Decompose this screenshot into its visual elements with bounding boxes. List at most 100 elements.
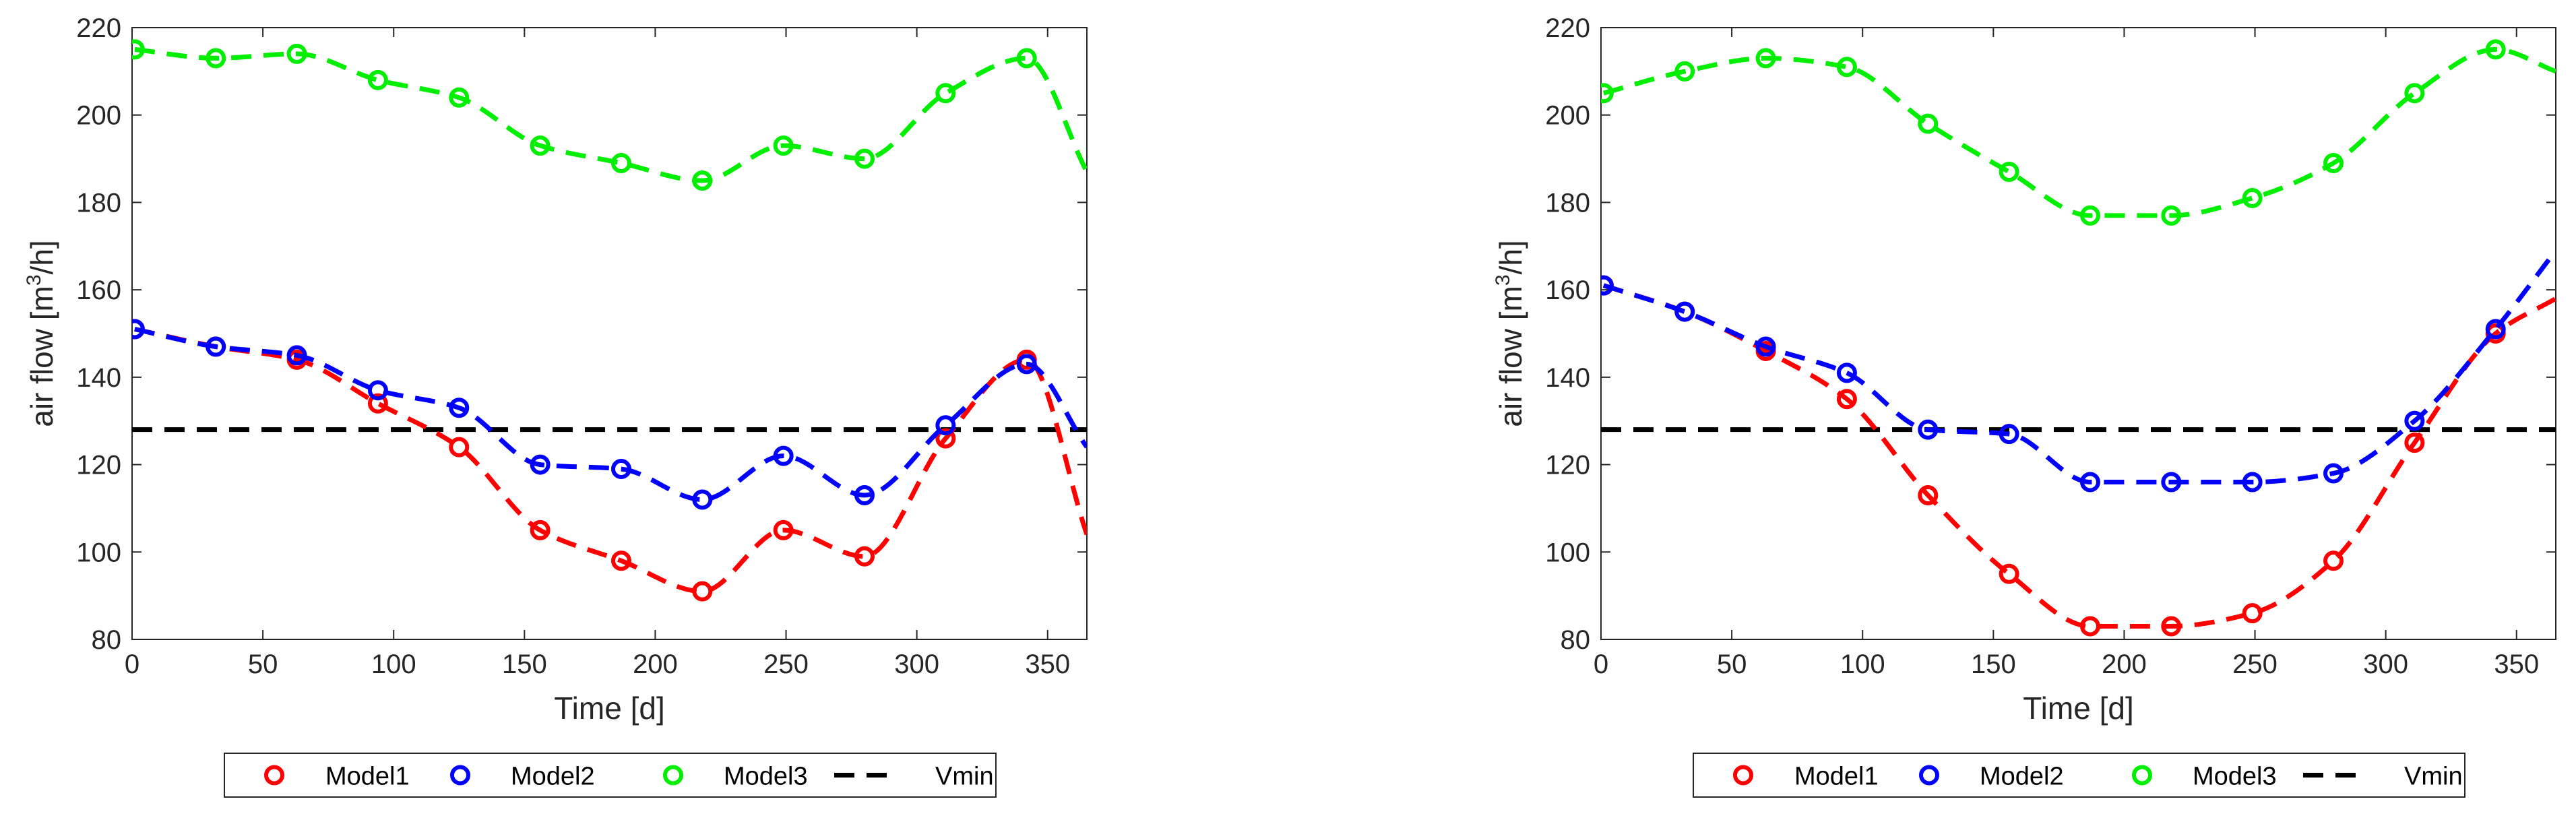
y-tick-label: 80: [92, 625, 122, 655]
x-tick-label: 50: [248, 649, 278, 679]
data-point-model1: [449, 437, 470, 457]
y-tick-label: 200: [1545, 101, 1590, 131]
axes-box: [1600, 27, 2556, 640]
data-point-model2: [2079, 472, 2100, 493]
data-point-model3: [692, 170, 713, 191]
y-tick-label: 180: [76, 188, 121, 218]
x-tick-label: 300: [2363, 649, 2408, 679]
legend-label-model3: Model3: [2193, 763, 2277, 791]
plot-area: [1601, 39, 2556, 637]
y-tick-label: 100: [1545, 538, 1590, 567]
data-point-model3: [2161, 205, 2182, 226]
y-tick-label: 220: [1545, 13, 1590, 43]
data-point-model2: [854, 484, 875, 505]
legend-marker-model2: [1919, 765, 1939, 786]
data-point-model2: [132, 319, 145, 340]
data-point-model3: [1918, 113, 1939, 134]
data-point-model3: [2404, 83, 2425, 104]
data-point-model2: [1836, 362, 1857, 383]
x-tick-label: 350: [2494, 649, 2539, 679]
data-point-model3: [1836, 57, 1857, 77]
data-point-model3: [2485, 39, 2506, 60]
axes-box: [131, 27, 1088, 640]
legend-label-model2: Model2: [1980, 763, 2064, 791]
x-tick-label: 0: [1594, 649, 1608, 679]
data-point-model3: [1999, 162, 2019, 183]
series-line-model3: [134, 46, 1087, 183]
data-point-model3: [449, 87, 470, 108]
legend-marker-model1: [264, 765, 284, 786]
legend-label-model1: Model1: [325, 763, 410, 791]
series-line-model1: [134, 327, 1087, 594]
x-tick-label: 200: [633, 649, 678, 679]
series-line-model2: [1602, 249, 2556, 485]
data-point-model3: [367, 69, 388, 90]
x-tick-label: 250: [2232, 649, 2277, 679]
data-point-model1: [1836, 389, 1857, 410]
y-tick-label: 160: [1545, 276, 1590, 305]
data-point-model3: [2079, 205, 2100, 226]
data-point-model2: [2485, 319, 2506, 340]
y-tick-label: 180: [1545, 188, 1590, 218]
data-point-model3: [2242, 187, 2263, 208]
y-axis-label-superscript: 3: [23, 274, 45, 286]
data-point-model3: [610, 153, 631, 174]
y-axis-label-superscript: 3: [1492, 274, 1514, 286]
data-point-model1: [2242, 603, 2263, 624]
data-point-model2: [1918, 419, 1939, 440]
data-point-model2: [2323, 463, 2344, 484]
data-point-model3: [1016, 48, 1037, 69]
data-point-model3: [1755, 48, 1776, 69]
data-point-model1: [2404, 433, 2425, 453]
y-axis-label-unit: /h]: [24, 240, 59, 274]
data-point-model3: [773, 135, 794, 156]
legend-label-vmin: Vmin: [935, 763, 994, 791]
data-point-model1: [2323, 550, 2344, 571]
x-axis-label: Time [d]: [2023, 691, 2133, 726]
data-point-model3: [854, 148, 875, 169]
data-point-model2: [1999, 424, 2019, 445]
series-line-model1: [1602, 283, 2556, 629]
legend-marker-model1: [1733, 765, 1753, 786]
data-point-model1: [692, 581, 713, 602]
x-tick-label: 0: [125, 649, 139, 679]
data-point-model2: [449, 398, 470, 418]
legend-label-model3: Model3: [724, 763, 808, 791]
x-axis-label: Time [d]: [554, 691, 664, 726]
data-point-model1: [1999, 563, 2019, 584]
x-tick-label: 150: [1971, 649, 2016, 679]
chart-1: 0 50 100 150 200 250 300 350 80 100 120 140 160 180 20…: [23, 13, 1088, 798]
y-axis-label: air flow [m3/h]: [23, 240, 59, 426]
legend-marker-model3: [2132, 765, 2152, 786]
y-tick-label: 120: [1545, 451, 1590, 480]
x-tick-label: 300: [894, 649, 939, 679]
y-tick-label: 80: [1561, 625, 1591, 655]
y-axis-label: air flow [m3/h]: [1492, 240, 1528, 426]
x-tick-label: 350: [1025, 649, 1070, 679]
y-axis-label-main: air flow [m: [24, 286, 59, 427]
data-point-model3: [206, 48, 226, 69]
data-point-model3: [132, 39, 145, 60]
legend-marker-model2: [450, 765, 470, 786]
legend-marker-model3: [663, 765, 683, 786]
data-point-model1: [2079, 616, 2100, 637]
y-tick-label: 160: [76, 276, 121, 305]
y-tick-label: 140: [1545, 363, 1590, 393]
data-point-model2: [692, 489, 713, 510]
data-point-model2: [935, 415, 956, 436]
data-point-model2: [2242, 472, 2263, 493]
data-point-model2: [1674, 301, 1695, 322]
y-tick-label: 100: [76, 538, 121, 567]
data-point-model3: [1601, 83, 1614, 104]
data-point-model2: [1755, 336, 1776, 357]
data-point-model3: [2323, 153, 2344, 174]
y-tick-label: 200: [76, 101, 121, 131]
chart-2: 0 50 100 150 200 250 300 350 80 100 120 140 160 180 20…: [1492, 13, 2556, 798]
y-axis-label-main: air flow [m: [1493, 286, 1528, 427]
data-point-model1: [2161, 616, 2182, 637]
data-point-model1: [530, 519, 551, 540]
y-axis-label-unit: /h]: [1493, 240, 1528, 274]
data-point-model3: [935, 83, 956, 104]
x-tick-label: 50: [1717, 649, 1747, 679]
